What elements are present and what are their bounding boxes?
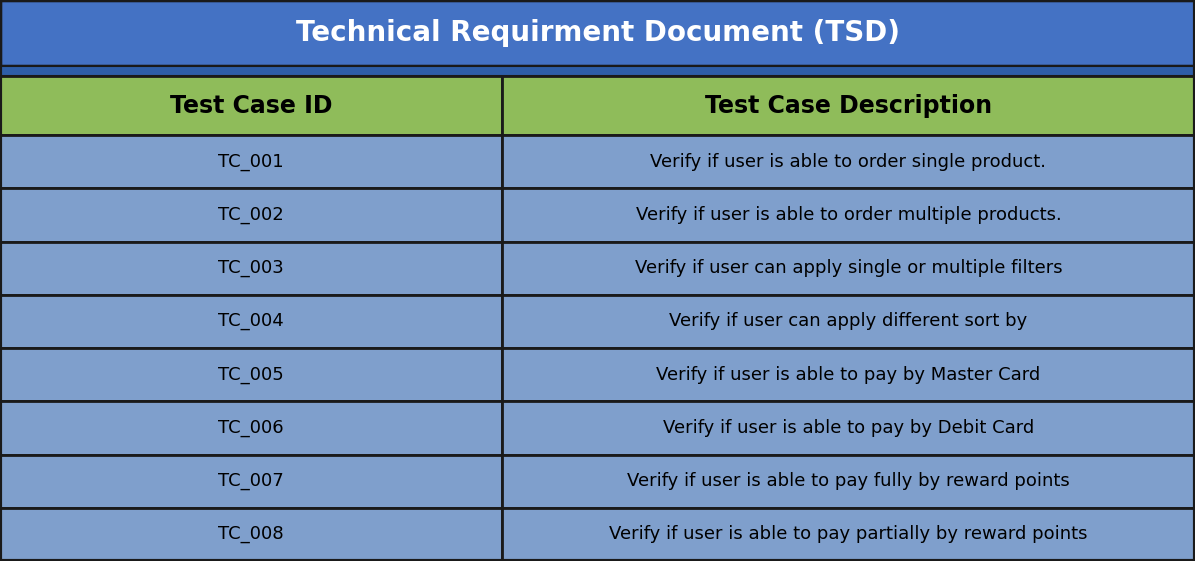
Text: TC_001: TC_001 (219, 153, 283, 171)
Text: Verify if user is able to pay partially by reward points: Verify if user is able to pay partially … (609, 526, 1087, 544)
Text: TC_004: TC_004 (217, 312, 284, 330)
Bar (0, 454, 502, 508)
Bar (502, 76, 1195, 135)
Text: Test Case Description: Test Case Description (705, 94, 992, 118)
Bar (0, 348, 502, 401)
Text: TC_003: TC_003 (217, 259, 284, 277)
Text: Verify if user is able to order single product.: Verify if user is able to order single p… (650, 153, 1047, 171)
Bar (502, 135, 1195, 188)
Bar (502, 508, 1195, 561)
Bar (502, 242, 1195, 295)
Bar (0, 508, 502, 561)
Bar (0, 295, 502, 348)
Text: TC_006: TC_006 (219, 419, 283, 437)
Bar (0, 401, 502, 454)
Text: Verify if user is able to pay fully by reward points: Verify if user is able to pay fully by r… (627, 472, 1070, 490)
Text: TC_007: TC_007 (217, 472, 284, 490)
Text: TC_002: TC_002 (217, 206, 284, 224)
Text: Technical Requirment Document (TSD): Technical Requirment Document (TSD) (295, 19, 900, 47)
Bar (0, 188, 502, 242)
Bar (0, 135, 502, 188)
Bar (502, 401, 1195, 454)
Text: Verify if user is able to order multiple products.: Verify if user is able to order multiple… (636, 206, 1061, 224)
Bar (0, 242, 502, 295)
Text: Verify if user is able to pay by Debit Card: Verify if user is able to pay by Debit C… (663, 419, 1034, 437)
Text: Verify if user can apply different sort by: Verify if user can apply different sort … (669, 312, 1028, 330)
Text: Test Case ID: Test Case ID (170, 94, 332, 118)
Bar (0, 66, 1195, 76)
Bar (0, 76, 502, 135)
Text: TC_005: TC_005 (217, 366, 284, 384)
Bar (0, 0, 1195, 66)
Text: Verify if user can apply single or multiple filters: Verify if user can apply single or multi… (635, 259, 1062, 277)
Bar (502, 348, 1195, 401)
Bar (502, 454, 1195, 508)
Text: Verify if user is able to pay by Master Card: Verify if user is able to pay by Master … (656, 366, 1041, 384)
Bar (502, 188, 1195, 242)
Bar (502, 295, 1195, 348)
Text: TC_008: TC_008 (219, 526, 283, 544)
